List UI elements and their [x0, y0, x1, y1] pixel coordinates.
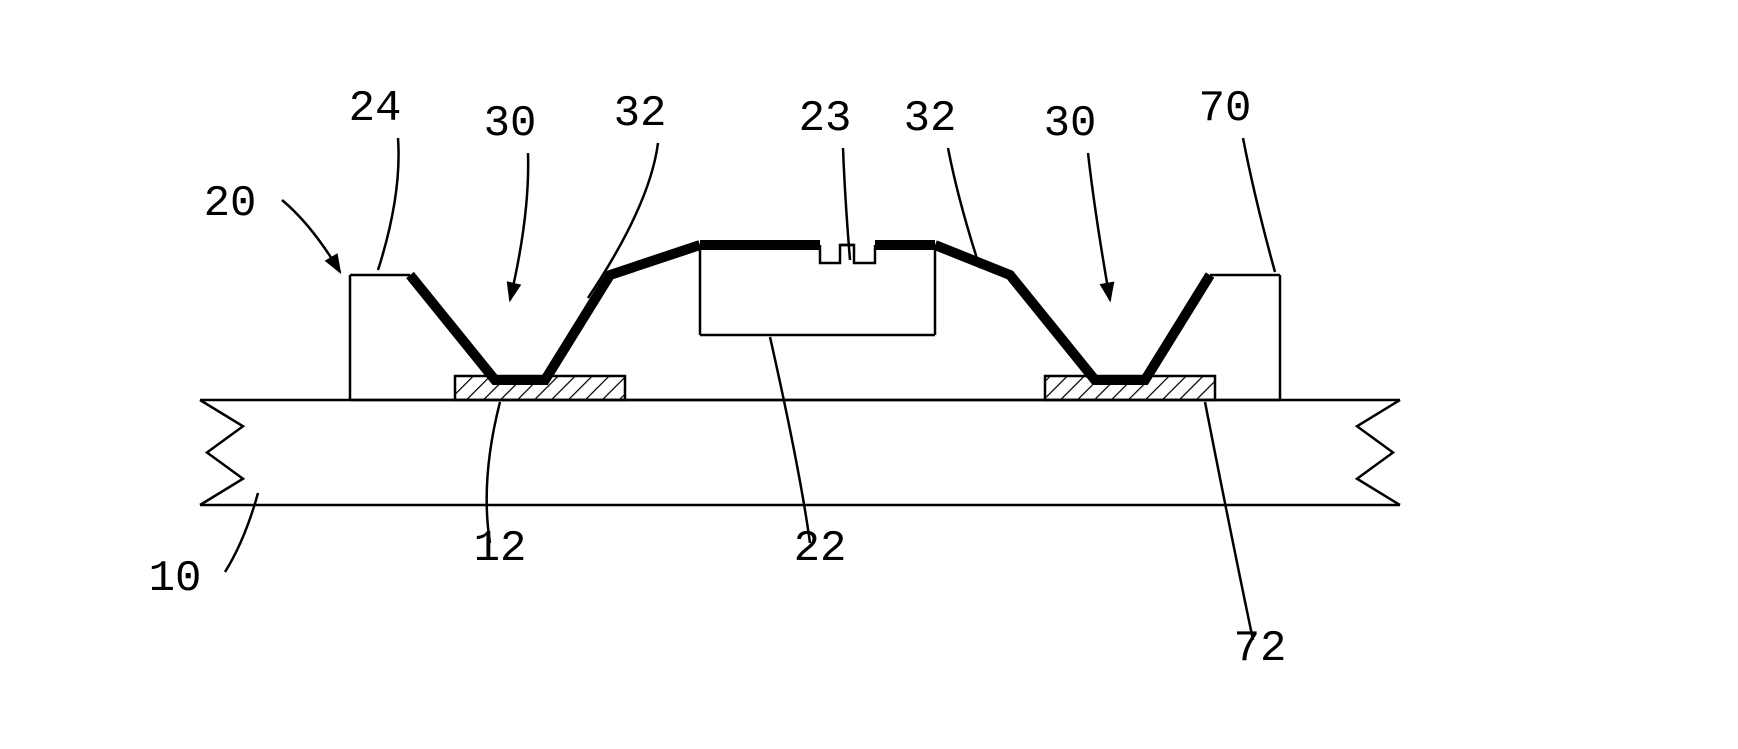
cross-section-diagram: 20 24 30 32 23 32 30 70 12 22 10 72: [0, 0, 1738, 749]
label-l30a: 30: [484, 99, 537, 149]
label-l23: 23: [799, 94, 852, 144]
leader-l20: [282, 200, 340, 272]
label-l22: 22: [794, 524, 847, 574]
label-l12: 12: [474, 524, 527, 574]
leader-l24: [378, 138, 399, 270]
leader-l30a: [510, 153, 528, 300]
die-notch: [820, 245, 875, 263]
substrate-break-right: [1357, 400, 1400, 505]
leader-l12: [487, 402, 500, 543]
metal-left: [410, 245, 700, 380]
metal-right: [935, 245, 1210, 380]
label-l70: 70: [1199, 84, 1252, 134]
substrate-break-left: [200, 400, 243, 505]
leader-l72: [1205, 402, 1253, 640]
leader-l30b: [1088, 153, 1110, 300]
label-l32b: 32: [904, 94, 957, 144]
leader-l23: [843, 148, 850, 260]
leader-l70: [1243, 138, 1275, 272]
label-l10: 10: [149, 554, 202, 604]
label-l20: 20: [204, 179, 257, 229]
label-l32a: 32: [614, 89, 667, 139]
leader-l22: [770, 337, 810, 543]
label-l24: 24: [349, 84, 402, 134]
label-l72: 72: [1234, 624, 1287, 674]
label-l30b: 30: [1044, 99, 1097, 149]
